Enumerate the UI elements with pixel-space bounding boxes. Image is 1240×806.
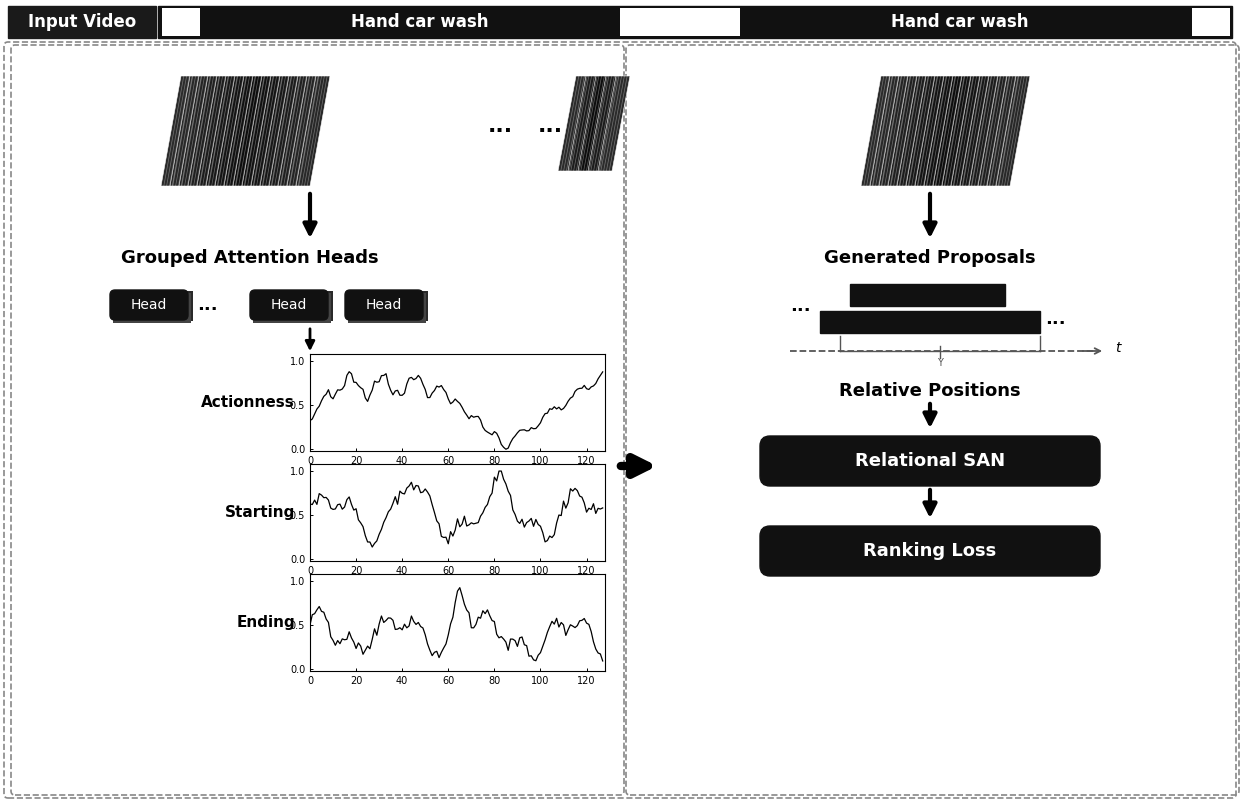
Polygon shape xyxy=(161,76,195,186)
Bar xyxy=(620,8,740,36)
Polygon shape xyxy=(996,76,1030,186)
Polygon shape xyxy=(932,76,967,186)
Polygon shape xyxy=(588,76,620,171)
Text: t: t xyxy=(1115,341,1121,355)
FancyBboxPatch shape xyxy=(760,436,1100,486)
Polygon shape xyxy=(260,76,294,186)
Text: Hand car wash: Hand car wash xyxy=(351,13,489,31)
Polygon shape xyxy=(558,76,590,171)
Polygon shape xyxy=(942,76,976,186)
Text: Ending: Ending xyxy=(237,615,295,630)
Text: Head: Head xyxy=(270,298,308,312)
Polygon shape xyxy=(215,76,249,186)
Polygon shape xyxy=(987,76,1021,186)
FancyBboxPatch shape xyxy=(760,526,1100,576)
Text: Head: Head xyxy=(130,298,167,312)
Polygon shape xyxy=(968,76,1003,186)
Text: Y: Y xyxy=(937,358,942,368)
Bar xyxy=(820,311,1040,333)
Polygon shape xyxy=(924,76,959,186)
Polygon shape xyxy=(870,76,904,186)
Text: Grouped Attention Heads: Grouped Attention Heads xyxy=(122,249,378,267)
Polygon shape xyxy=(269,76,303,186)
Bar xyxy=(157,6,1233,38)
Bar xyxy=(348,293,427,323)
Polygon shape xyxy=(915,76,949,186)
Text: ...: ... xyxy=(487,116,512,136)
Polygon shape xyxy=(233,76,267,186)
Text: Relative Positions: Relative Positions xyxy=(839,382,1021,400)
Polygon shape xyxy=(206,76,241,186)
Polygon shape xyxy=(188,76,222,186)
Text: ...: ... xyxy=(537,116,563,136)
Text: Relational SAN: Relational SAN xyxy=(854,452,1006,470)
Bar xyxy=(849,284,1004,306)
FancyBboxPatch shape xyxy=(345,290,423,320)
Text: Ranking Loss: Ranking Loss xyxy=(863,542,997,560)
Text: ...: ... xyxy=(197,296,217,314)
Polygon shape xyxy=(179,76,213,186)
Polygon shape xyxy=(197,76,231,186)
Polygon shape xyxy=(861,76,895,186)
Polygon shape xyxy=(296,76,330,186)
Polygon shape xyxy=(242,76,277,186)
Polygon shape xyxy=(568,76,600,171)
Polygon shape xyxy=(598,76,630,171)
Text: Generated Proposals: Generated Proposals xyxy=(825,249,1035,267)
Polygon shape xyxy=(250,76,285,186)
Text: Head: Head xyxy=(366,298,402,312)
FancyBboxPatch shape xyxy=(250,290,329,320)
Bar xyxy=(115,291,193,321)
Polygon shape xyxy=(286,76,321,186)
Bar xyxy=(1192,8,1230,36)
FancyBboxPatch shape xyxy=(110,290,188,320)
Polygon shape xyxy=(170,76,205,186)
Text: Hand car wash: Hand car wash xyxy=(892,13,1029,31)
Text: Starting: Starting xyxy=(224,505,295,520)
Polygon shape xyxy=(879,76,913,186)
Bar xyxy=(350,291,428,321)
Polygon shape xyxy=(951,76,985,186)
Bar xyxy=(7,6,156,38)
Polygon shape xyxy=(224,76,258,186)
Text: Actionness: Actionness xyxy=(201,395,295,410)
Text: ...: ... xyxy=(790,297,810,315)
Text: Input Video: Input Video xyxy=(27,13,136,31)
Polygon shape xyxy=(960,76,994,186)
Text: ...: ... xyxy=(1044,310,1065,328)
Polygon shape xyxy=(578,76,610,171)
Polygon shape xyxy=(897,76,931,186)
Bar xyxy=(113,293,191,323)
Bar xyxy=(253,293,331,323)
Bar xyxy=(255,291,334,321)
Polygon shape xyxy=(978,76,1012,186)
Bar xyxy=(162,8,200,36)
Polygon shape xyxy=(906,76,940,186)
Polygon shape xyxy=(888,76,923,186)
Polygon shape xyxy=(278,76,312,186)
